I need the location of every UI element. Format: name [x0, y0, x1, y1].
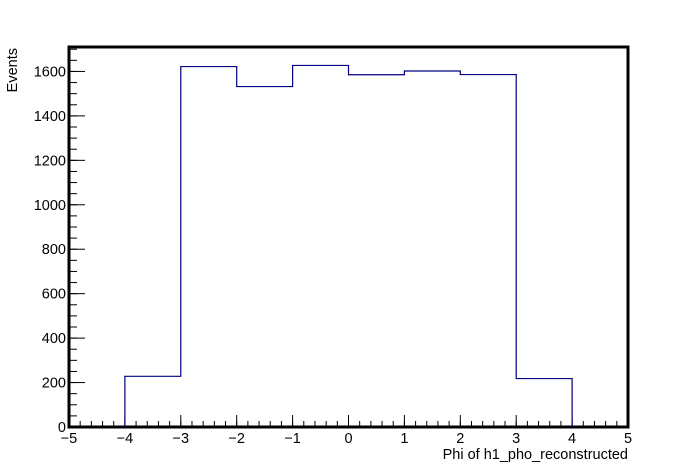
x-axis-major-ticks — [68, 415, 629, 427]
x-tick-label: −1 — [284, 431, 301, 447]
y-tick-label: 1600 — [34, 64, 66, 80]
y-axis-tick-labels: 0 200 400 600 800 1000 1200 1400 1600 — [34, 64, 66, 436]
y-tick-label: 1000 — [34, 198, 66, 214]
x-tick-label: 0 — [344, 431, 352, 447]
y-tick-label: 0 — [58, 420, 66, 436]
x-tick-label: −5 — [61, 431, 78, 447]
plot-frame — [67, 45, 630, 429]
histogram-series-line — [69, 64, 628, 428]
y-axis-major-ticks — [69, 70, 85, 428]
x-tick-label: 4 — [568, 431, 576, 447]
y-tick-label: 400 — [42, 331, 66, 347]
x-tick-label: 5 — [624, 431, 632, 447]
x-tick-label: 3 — [512, 431, 520, 447]
x-tick-label: −4 — [117, 431, 134, 447]
y-tick-label: 800 — [42, 242, 66, 258]
y-tick-label: 600 — [42, 287, 66, 303]
y-tick-label: 1200 — [34, 153, 66, 169]
x-tick-label: −3 — [173, 431, 190, 447]
x-axis-label: Phi of h1_pho_reconstructed — [443, 447, 628, 463]
x-tick-label: 2 — [456, 431, 464, 447]
y-tick-label: 200 — [42, 376, 66, 392]
x-tick-label: 1 — [400, 431, 408, 447]
y-tick-label: 1400 — [34, 109, 66, 125]
y-axis-label: Events — [5, 48, 21, 92]
x-axis-tick-labels: −5 −4 −3 −2 −1 0 1 2 3 4 5 — [61, 431, 632, 447]
x-tick-label: −2 — [228, 431, 245, 447]
